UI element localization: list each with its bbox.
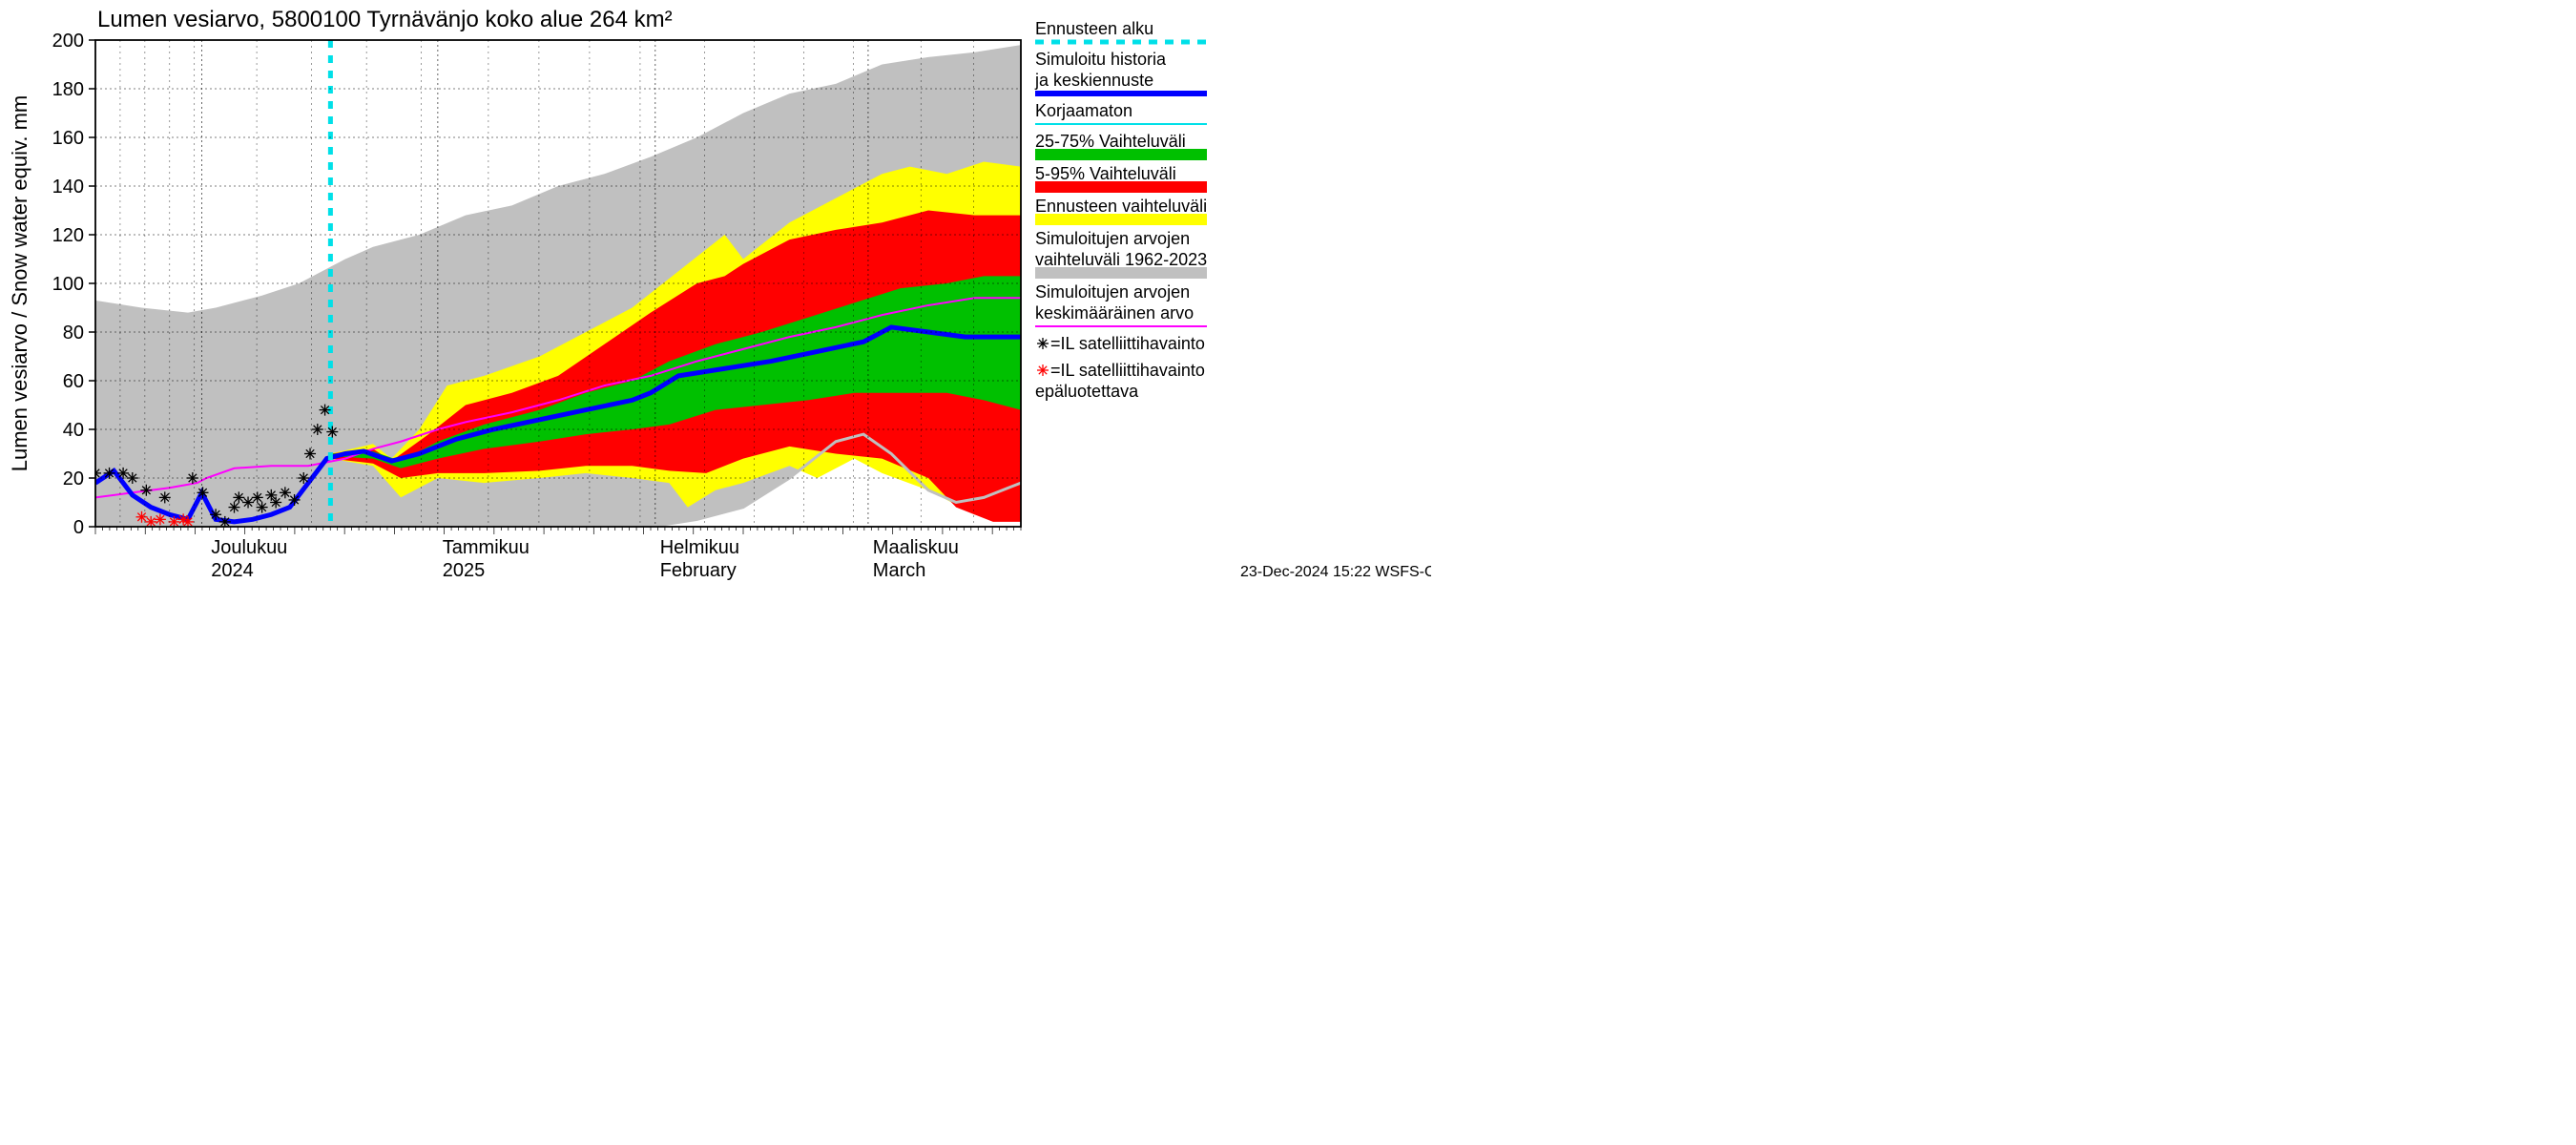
star-marker [140, 485, 152, 496]
figure-container: Lumen vesiarvo, 5800100 Tyrnävänjo koko … [0, 0, 1431, 636]
y-axis-label: Lumen vesiarvo / Snow water equiv. mm [8, 95, 31, 472]
x-month-sub-label: February [660, 560, 737, 581]
legend: Ennusteen alku Simuloitu historia ja keski… [1034, 19, 1207, 401]
star-marker [136, 511, 148, 523]
legend-label: 5-95% Vaihteluväli [1035, 164, 1176, 183]
plot-area [90, 40, 1021, 528]
y-tick-label: 180 [52, 79, 84, 100]
star-marker [1037, 364, 1049, 376]
legend-label: 25-75% Vaihteluväli [1035, 132, 1186, 151]
legend-label: Korjaamaton [1035, 101, 1132, 120]
y-tick-label: 120 [52, 225, 84, 246]
legend-swatch [1035, 267, 1207, 279]
y-tick-label: 80 [63, 323, 84, 344]
star-marker [197, 487, 209, 498]
legend-swatch [1035, 149, 1207, 160]
legend-label: Simuloitu historia [1035, 50, 1167, 69]
legend-label: =IL satelliittihavainto [1050, 334, 1205, 353]
timestamp-label: 23-Dec-2024 15:22 WSFS-O [1240, 564, 1431, 580]
x-month-sub-label: 2025 [443, 560, 486, 581]
chart-title: Lumen vesiarvo, 5800100 Tyrnävänjo koko … [97, 7, 673, 32]
x-month-label: Tammikuu [443, 537, 530, 558]
star-marker [1037, 338, 1049, 349]
y-tick-label: 200 [52, 31, 84, 52]
y-tick-label: 20 [63, 468, 84, 489]
legend-label: Simuloitujen arvojen [1035, 282, 1190, 302]
star-marker [210, 509, 221, 520]
legend-label: vaihteluväli 1962-2023 [1035, 250, 1207, 269]
star-marker [127, 472, 138, 484]
y-tick-label: 60 [63, 371, 84, 392]
legend-label: Simuloitujen arvojen [1035, 229, 1190, 248]
star-marker [242, 497, 254, 509]
legend-label: Ennusteen alku [1035, 19, 1153, 38]
x-month-label: Maaliskuu [873, 537, 959, 558]
legend-label: =IL satelliittihavainto [1050, 361, 1205, 380]
y-tick-label: 0 [73, 517, 84, 538]
x-month-sub-label: March [873, 560, 926, 581]
y-tick-label: 100 [52, 274, 84, 295]
x-month-sub-label: 2024 [211, 560, 254, 581]
legend-label: keskimääräinen arvo [1035, 303, 1194, 323]
y-tick-label: 160 [52, 128, 84, 149]
x-month-label: Helmikuu [660, 537, 739, 558]
legend-swatch [1035, 214, 1207, 225]
legend-label: Ennusteen vaihteluväli [1035, 197, 1207, 216]
star-marker [298, 472, 309, 484]
legend-label: epäluotettava [1035, 382, 1139, 401]
legend-swatch [1035, 181, 1207, 193]
legend-label: ja keskiennuste [1034, 71, 1153, 90]
y-tick-label: 40 [63, 420, 84, 441]
chart-svg: Lumen vesiarvo, 5800100 Tyrnävänjo koko … [0, 0, 1431, 636]
x-month-label: Joulukuu [211, 537, 287, 558]
y-tick-label: 140 [52, 177, 84, 198]
